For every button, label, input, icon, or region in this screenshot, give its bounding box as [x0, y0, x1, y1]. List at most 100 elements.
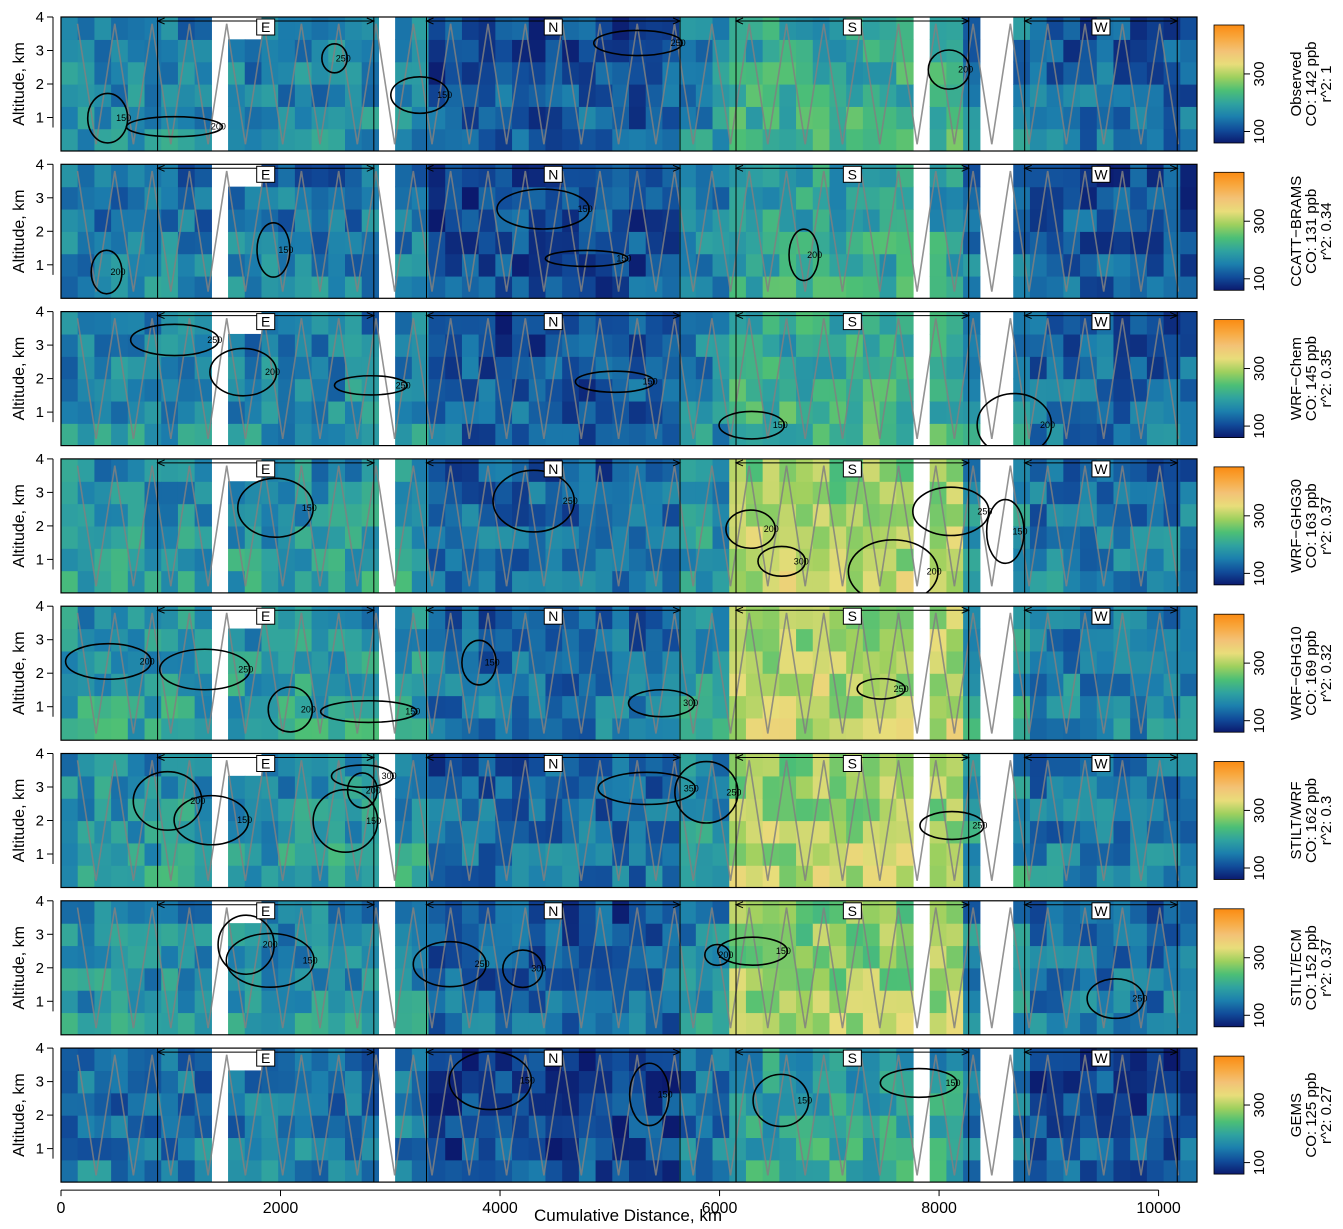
heat-cell	[478, 503, 496, 527]
heat-cell	[1013, 128, 1031, 151]
heat-cell	[779, 1115, 797, 1139]
heat-cell	[345, 673, 363, 697]
heat-cell	[278, 186, 296, 210]
contour-label: 200	[190, 796, 205, 806]
heat-cell	[545, 865, 563, 888]
heat-cell	[528, 820, 547, 844]
heat-cell	[1180, 106, 1197, 130]
heat-cell	[963, 128, 981, 151]
heat-cell	[879, 84, 897, 107]
heat-cell	[879, 1137, 897, 1161]
heat-cell	[879, 628, 897, 652]
heat-cell	[1080, 865, 1098, 888]
heat-cell	[445, 650, 463, 674]
contour-label: 200	[366, 785, 381, 795]
heat-cell	[261, 775, 279, 799]
flight-track	[76, 318, 1180, 440]
contour-label: 250	[977, 506, 992, 516]
heat-cell	[1046, 842, 1064, 866]
heat-cell	[779, 650, 797, 674]
region-arrowhead	[425, 459, 434, 467]
heat-cell	[478, 1159, 496, 1183]
heat-cell	[829, 798, 847, 822]
heat-cell	[177, 967, 196, 991]
heat-cell	[528, 775, 547, 799]
heat-cell	[812, 717, 831, 741]
region-arrowhead	[961, 312, 970, 320]
heat-cell	[578, 481, 597, 505]
heat-cell	[461, 503, 480, 527]
flight-track	[76, 760, 1180, 881]
heat-cell	[111, 423, 129, 446]
heat-cell	[127, 1048, 146, 1072]
heat-cell	[194, 717, 212, 741]
heat-cell	[629, 61, 647, 85]
heat-cell	[1096, 945, 1115, 969]
heat-cell	[645, 753, 664, 777]
contour-label: 150	[405, 707, 420, 717]
heat-cell	[244, 128, 263, 151]
heat-cell	[194, 775, 212, 799]
heat-cell	[712, 84, 730, 107]
heat-cell	[1063, 842, 1081, 866]
heat-cell	[1180, 695, 1197, 719]
heat-cell	[629, 253, 647, 277]
contour-line	[267, 686, 314, 733]
heat-cell	[946, 61, 964, 85]
contour-line	[64, 642, 152, 681]
heat-cell	[929, 253, 948, 277]
heat-cell	[278, 17, 296, 40]
heat-cell	[61, 400, 79, 424]
heat-cell	[127, 186, 146, 210]
heat-cell	[862, 606, 881, 630]
heat-cell	[461, 1115, 480, 1139]
heat-cell	[578, 1137, 597, 1161]
heat-cell	[762, 900, 780, 924]
r2-label: r^2: 0.35	[1318, 350, 1335, 408]
heat-cell	[428, 753, 446, 777]
heat-cell	[1096, 423, 1115, 446]
heat-cell	[1163, 775, 1181, 799]
heat-cell	[879, 231, 897, 255]
region-label: W	[1094, 903, 1108, 919]
heat-cell	[745, 253, 764, 277]
heat-cell	[127, 164, 146, 188]
heat-cell	[595, 311, 613, 335]
contour-label: 150	[946, 1078, 961, 1088]
r2-label: r^2: 0.3	[1318, 796, 1335, 846]
contour-line	[492, 469, 576, 533]
heat-cell	[512, 945, 530, 969]
flight-track	[76, 1054, 1180, 1176]
heat-cell	[812, 842, 831, 866]
heat-cell	[812, 820, 831, 844]
heat-cell	[695, 900, 714, 924]
heat-cell	[578, 820, 597, 844]
heat-cell	[1180, 208, 1197, 232]
heat-cell	[629, 1159, 647, 1183]
heat-cell	[946, 673, 964, 697]
heat-cell	[545, 1159, 563, 1183]
heat-cell	[1080, 990, 1098, 1014]
heat-cell	[1180, 458, 1197, 482]
heat-cell	[328, 673, 346, 697]
heat-cell	[228, 570, 246, 593]
heat-cell	[161, 606, 179, 630]
heat-cell	[645, 1048, 664, 1072]
contour-line	[125, 115, 224, 138]
heat-cell	[1130, 753, 1148, 777]
heat-cell	[395, 503, 413, 527]
heat-cell	[1063, 39, 1081, 63]
heat-cell	[244, 503, 263, 527]
heat-cell	[61, 481, 79, 505]
heat-cell	[1130, 1048, 1148, 1072]
heat-cell	[695, 717, 714, 741]
heat-cell	[445, 423, 463, 446]
heat-cell	[779, 717, 797, 741]
heat-cell	[461, 798, 480, 822]
heat-cell	[328, 1159, 346, 1183]
heat-cell	[194, 570, 212, 593]
heat-cell	[829, 423, 847, 446]
heat-cell	[512, 548, 530, 572]
heat-cell	[762, 481, 780, 505]
heat-cell	[846, 186, 864, 210]
